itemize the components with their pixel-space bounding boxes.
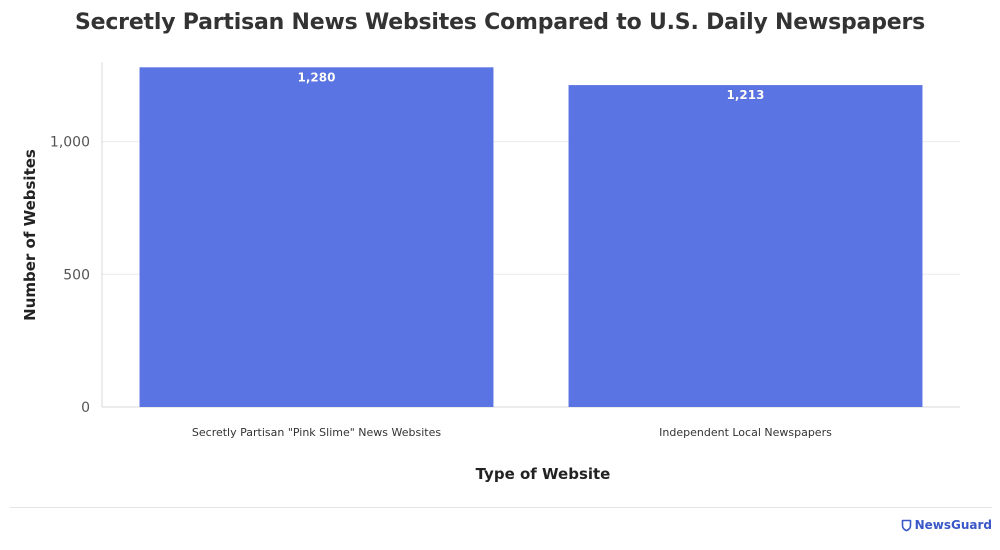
bar xyxy=(139,67,494,408)
y-tick-label: 1,000 xyxy=(50,135,90,151)
bar-data-label: 1,280 xyxy=(298,70,336,84)
x-tick-label: Independent Local Newspapers xyxy=(659,426,832,439)
x-tick-labels: Secretly Partisan "Pink Slime" News Webs… xyxy=(192,426,832,439)
y-tick-label: 0 xyxy=(81,400,90,416)
bar-data-label: 1,213 xyxy=(727,88,765,102)
x-tick-label: Secretly Partisan "Pink Slime" News Webs… xyxy=(192,426,441,439)
x-axis-label: Type of Website xyxy=(476,465,611,483)
y-tick-label: 500 xyxy=(63,267,90,283)
y-tick-labels: 0 500 1,000 xyxy=(50,135,90,416)
footer-divider xyxy=(10,507,992,508)
shield-icon xyxy=(901,519,912,532)
bar xyxy=(568,85,923,407)
newsguard-logo: NewsGuard xyxy=(901,518,992,532)
brand-name: NewsGuard xyxy=(914,518,992,532)
y-axis-label: Number of Websites xyxy=(21,149,39,321)
bars: 1,280 1,213 xyxy=(139,67,923,408)
chart-title: Secretly Partisan News Websites Compared… xyxy=(74,10,926,35)
